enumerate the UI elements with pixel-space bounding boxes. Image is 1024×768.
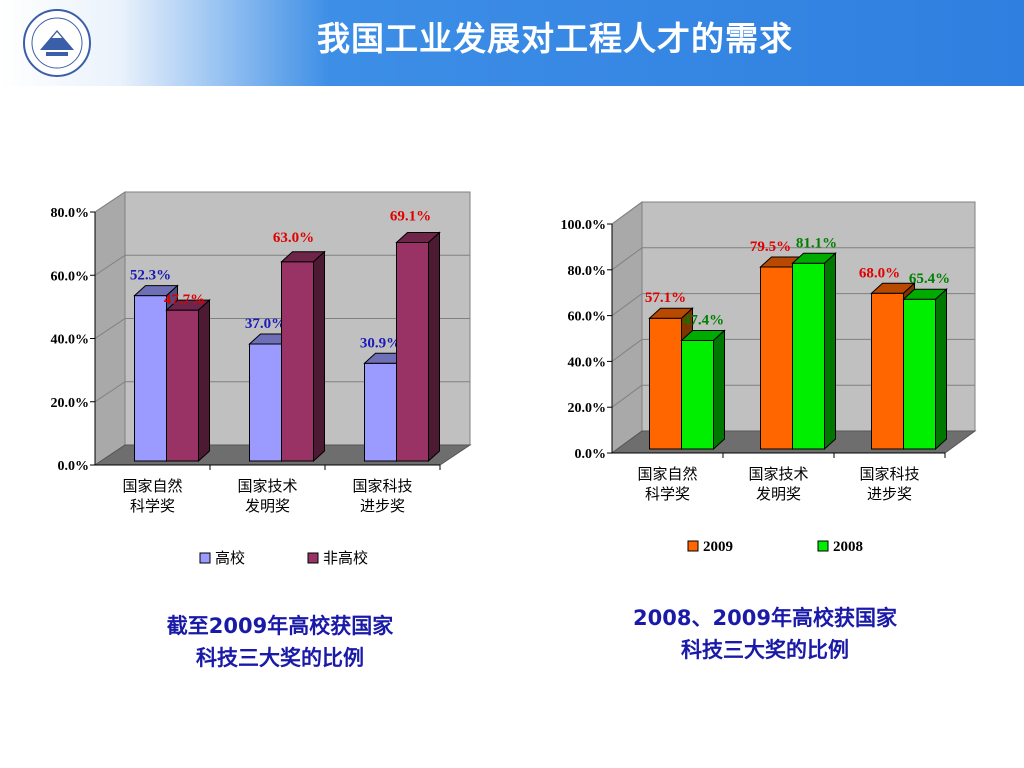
bar-side — [428, 231, 440, 463]
plot-side-wall — [611, 201, 643, 454]
x-tick-label: 国家技术 — [748, 465, 808, 483]
legend-label: 2008 — [833, 539, 863, 555]
data-label: 65.4% — [909, 271, 950, 287]
bar-side — [313, 250, 325, 463]
x-tick-label: 科学奖 — [645, 485, 690, 503]
y-tick-label: 20.0% — [568, 401, 607, 416]
bar-side — [198, 299, 210, 463]
data-label: 47.4% — [683, 312, 724, 328]
y-tick-label: 20.0% — [51, 396, 90, 411]
bar — [396, 241, 429, 462]
bar-side — [713, 329, 725, 451]
y-tick-label: 80.0% — [568, 264, 607, 279]
gridline-side — [94, 254, 126, 276]
caption-left-line1: 截至2009年高校获国家 — [166, 614, 394, 638]
data-label: 81.1% — [796, 235, 837, 251]
y-tick-label: 100.0% — [561, 218, 607, 233]
bar — [681, 339, 714, 450]
data-label: 68.0% — [859, 265, 900, 281]
caption-left: 截至2009年高校获国家 科技三大奖的比例 — [100, 610, 460, 674]
data-label: 30.9% — [360, 335, 401, 351]
legend-swatch — [307, 552, 319, 564]
bar — [134, 295, 167, 462]
y-tick-label: 60.0% — [568, 310, 607, 325]
gridline-side — [611, 293, 643, 317]
bar — [871, 292, 904, 450]
data-label: 63.0% — [273, 230, 314, 246]
x-tick-label: 国家科技 — [859, 465, 919, 483]
data-label: 47.7% — [164, 292, 205, 308]
gridline-side — [611, 247, 643, 271]
gridline-side — [611, 201, 643, 225]
y-tick-label: 40.0% — [51, 333, 90, 348]
legend-label: 高校 — [215, 549, 245, 567]
legend: 2009 2008 — [687, 539, 863, 555]
caption-right-line2: 科技三大奖的比例 — [681, 638, 849, 662]
caption-left-line2: 科技三大奖的比例 — [196, 646, 364, 670]
data-label: 37.0% — [245, 316, 286, 332]
gridline-side — [94, 191, 126, 213]
bar — [249, 343, 282, 462]
bar — [364, 362, 397, 462]
gridline-side — [94, 381, 126, 403]
caption-right-line1: 2008、2009年高校获国家 — [633, 606, 897, 630]
x-tick-label: 科学奖 — [130, 497, 175, 515]
legend-swatch — [199, 552, 211, 564]
page-title: 我国工业发展对工程人才的需求 — [317, 19, 793, 58]
gridline-side — [611, 384, 643, 408]
gridline-side — [611, 338, 643, 362]
legend-label: 2009 — [703, 539, 733, 555]
legend-swatch — [817, 540, 829, 552]
caption-right: 2008、2009年高校获国家 科技三大奖的比例 — [570, 602, 960, 666]
y-tick-label: 60.0% — [51, 269, 90, 284]
x-tick-label: 国家自然 — [122, 477, 182, 495]
x-tick-label: 发明奖 — [756, 485, 801, 503]
legend-swatch — [687, 540, 699, 552]
bar — [649, 317, 682, 450]
x-tick-label: 进步奖 — [867, 485, 912, 503]
bar — [792, 262, 825, 450]
bar-side — [824, 252, 836, 451]
data-label: 69.1% — [390, 208, 431, 224]
gridline-side — [94, 318, 126, 339]
x-tick-label: 发明奖 — [245, 497, 290, 515]
y-tick-label: 40.0% — [568, 355, 607, 370]
university-logo-icon — [23, 9, 91, 77]
y-tick-label: 0.0% — [575, 447, 607, 462]
x-tick-label: 国家自然 — [637, 465, 697, 483]
data-label: 79.5% — [750, 239, 791, 255]
bar — [760, 266, 793, 450]
header-banner: 我国工业发展对工程人才的需求 — [0, 0, 1024, 86]
data-label: 52.3% — [130, 268, 171, 284]
legend: 高校 非高校 — [199, 549, 368, 567]
legend-label: 非高校 — [323, 549, 368, 567]
y-tick-label: 0.0% — [58, 459, 90, 474]
x-tick-label: 进步奖 — [360, 497, 405, 515]
x-tick-label: 国家技术 — [237, 477, 297, 495]
y-tick-label: 80.0% — [51, 206, 90, 221]
bar-side — [935, 288, 947, 451]
x-tick-label: 国家科技 — [352, 477, 412, 495]
bar — [903, 298, 936, 450]
data-label: 57.1% — [645, 290, 686, 306]
